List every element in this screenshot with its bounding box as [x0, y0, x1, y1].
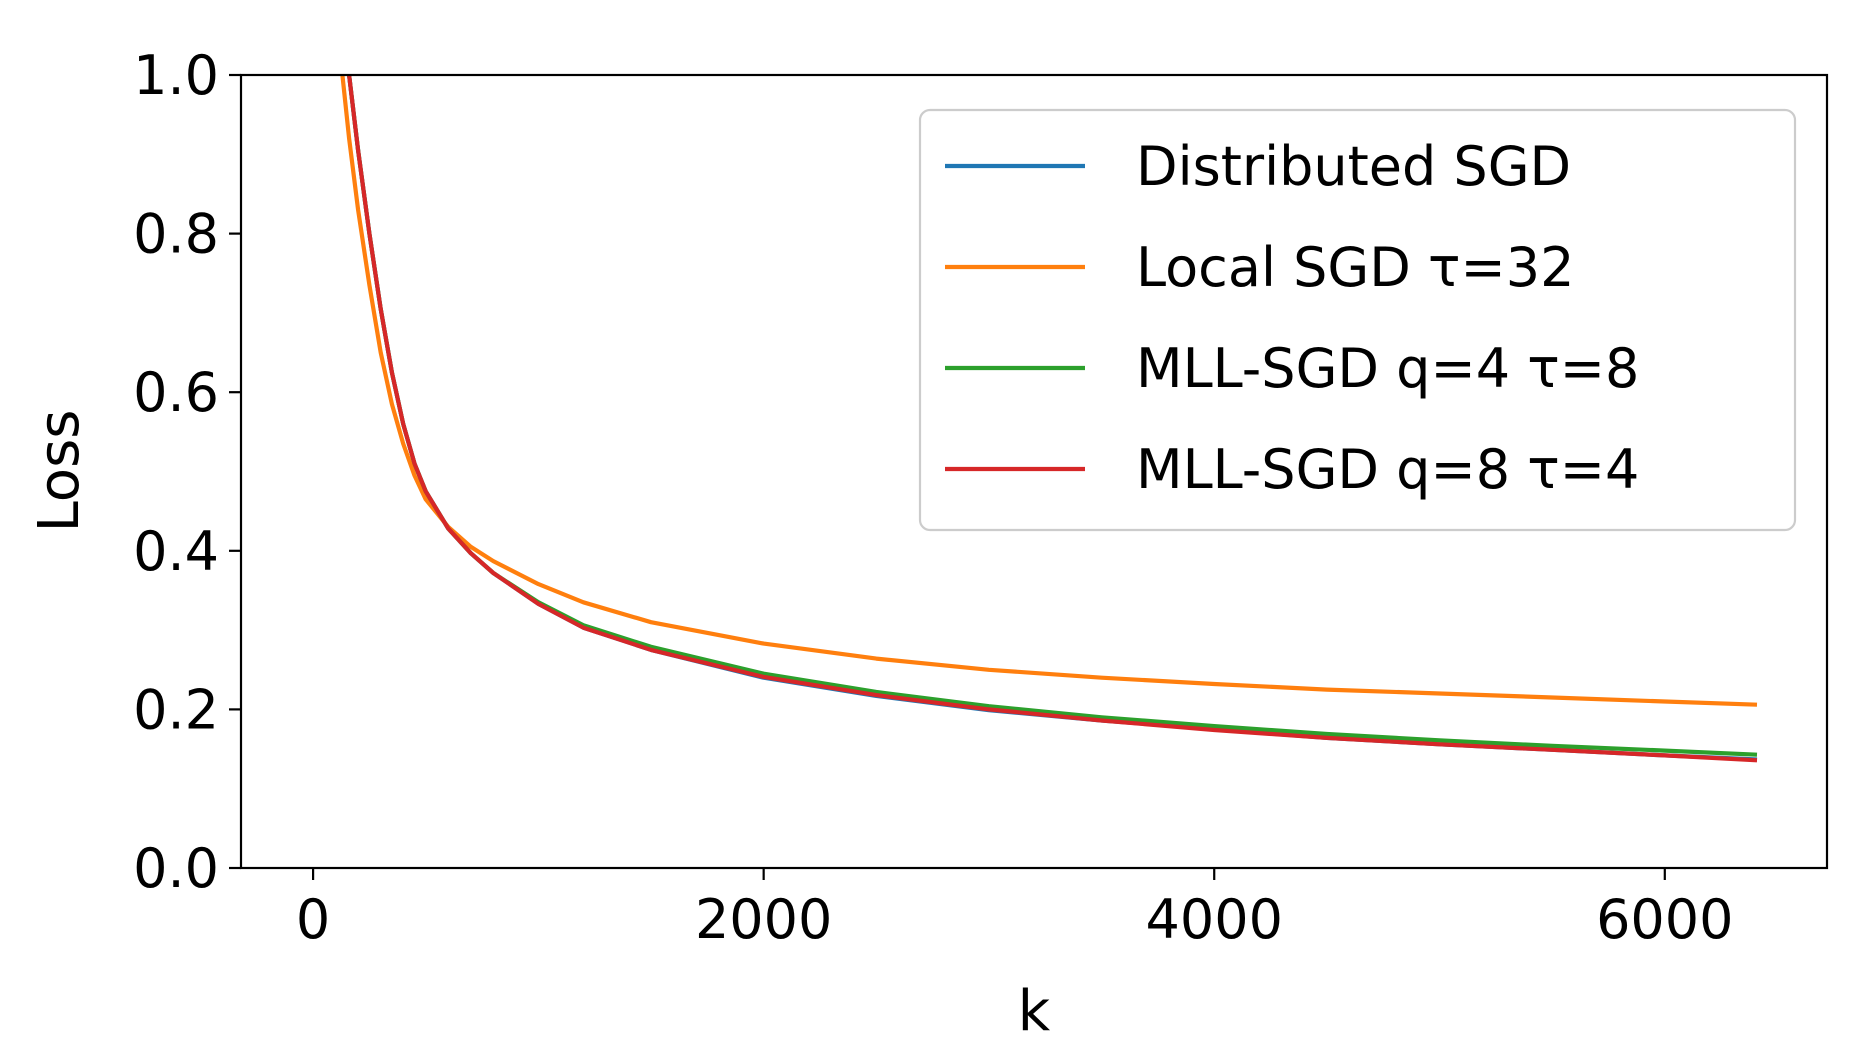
x-tick-label: 6000: [1596, 888, 1733, 951]
series-lines: [340, 75, 1758, 763]
plot-frame: [239, 73, 1829, 870]
y-axis-ticks: 0.0 0.2 0.4 0.6 0.8 1.0: [133, 44, 241, 900]
x-axis-ticks: 0 2000 4000 6000: [296, 868, 1734, 951]
series-line-4: [346, 75, 1758, 763]
legend-label: Distributed SGD: [1136, 135, 1571, 198]
y-axis-label: Loss: [27, 410, 92, 533]
y-tick-label: 0.0: [133, 837, 219, 900]
y-tick-label: 0.8: [133, 203, 219, 266]
series-line-2: [340, 75, 1758, 707]
y-tick-label: 0.2: [133, 678, 219, 741]
y-tick-label: 0.4: [133, 520, 219, 583]
x-tick-label: 4000: [1146, 888, 1283, 951]
x-axis-label: k: [1018, 979, 1051, 1044]
y-tick-label: 1.0: [133, 44, 219, 107]
legend-label: MLL-SGD q=4 τ=8: [1136, 337, 1639, 400]
legend-label: Local SGD τ=32: [1136, 236, 1574, 299]
legend: Distributed SGD Local SGD τ=32 MLL-SGD q=4…: [918, 108, 1797, 532]
legend-label: MLL-SGD q=8 τ=4: [1136, 438, 1639, 501]
legend-entries: Distributed SGD Local SGD τ=32 MLL-SGD q=4…: [945, 135, 1639, 501]
legend-box: [918, 108, 1797, 532]
x-tick-label: 0: [296, 888, 330, 951]
y-tick-label: 0.6: [133, 361, 219, 424]
x-tick-label: 2000: [695, 888, 832, 951]
